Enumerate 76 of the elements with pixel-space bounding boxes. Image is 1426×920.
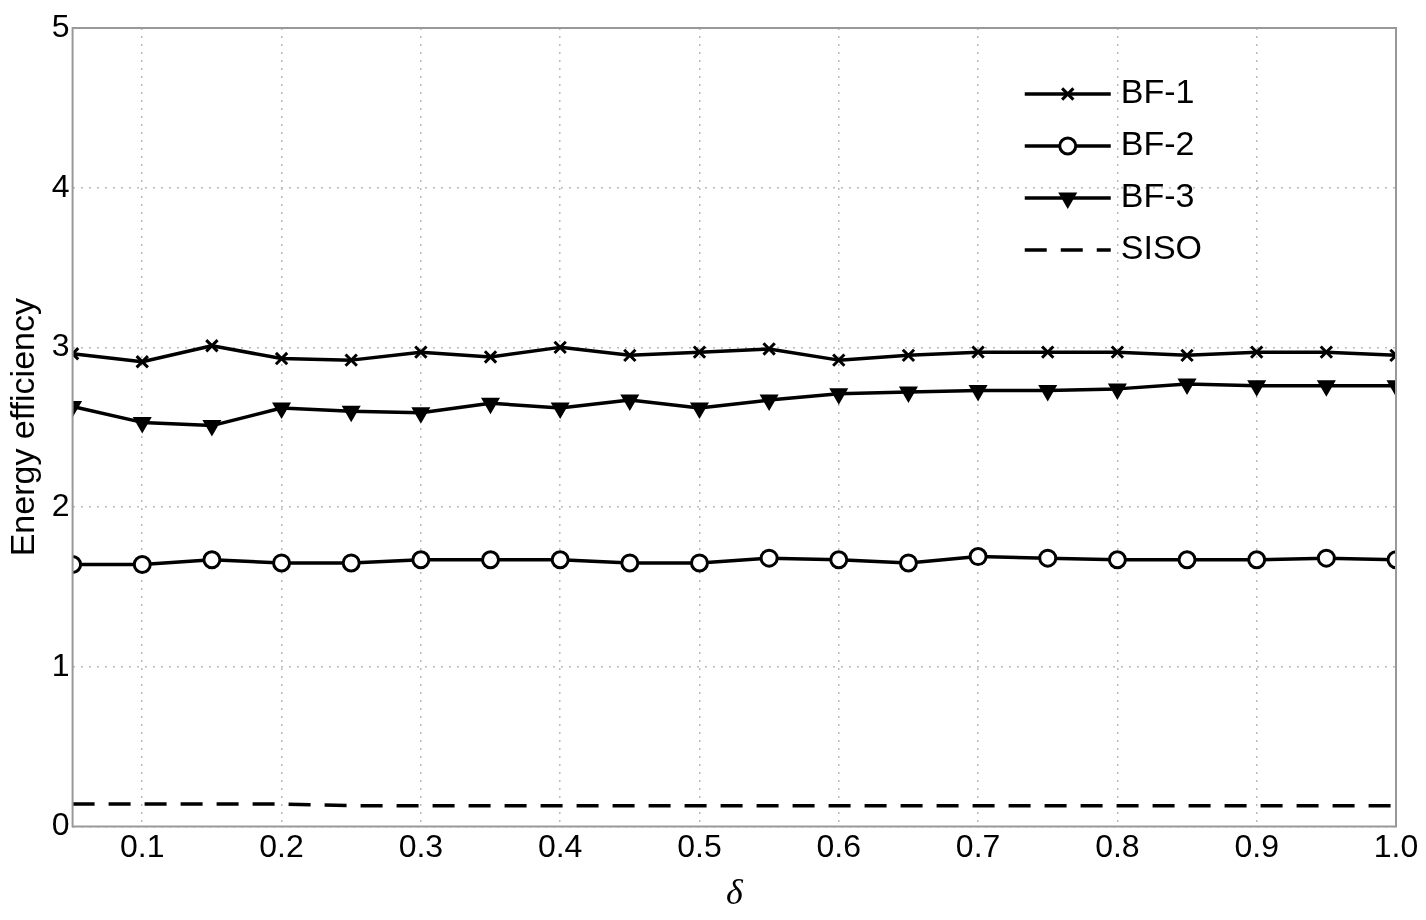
- point: [1177, 550, 1197, 570]
- point: [132, 555, 152, 575]
- point: [900, 386, 917, 402]
- point: [1316, 548, 1336, 568]
- point: [1107, 550, 1127, 570]
- y-tick-label: 0: [51, 806, 70, 843]
- point: [1040, 344, 1055, 360]
- legend-label: SISO: [1120, 228, 1202, 267]
- point: [1038, 548, 1058, 568]
- point: [831, 352, 846, 368]
- point: [1110, 344, 1125, 360]
- point: [203, 420, 221, 436]
- legend-label: BF-2: [1120, 124, 1195, 163]
- x-tick-label: 0.7: [955, 828, 1001, 865]
- point: [204, 338, 220, 353]
- point: [1178, 378, 1196, 394]
- point: [620, 553, 640, 573]
- x-tick-label: 0.1: [120, 828, 165, 865]
- point: [1247, 550, 1267, 570]
- point: [691, 402, 708, 418]
- point: [272, 553, 292, 573]
- point: [829, 550, 849, 570]
- point: [202, 550, 222, 570]
- point: [1319, 344, 1334, 360]
- point: [1039, 384, 1057, 400]
- point: [968, 547, 988, 567]
- point: [133, 416, 151, 432]
- point: [482, 397, 499, 413]
- point: [551, 402, 569, 418]
- x-tick-label: 0.4: [537, 828, 583, 865]
- point: [1249, 344, 1264, 360]
- point: [342, 405, 360, 421]
- point: [970, 344, 986, 360]
- x-tick-label: 0.8: [1095, 828, 1140, 865]
- y-tick-label: 5: [51, 7, 70, 44]
- point: [901, 348, 916, 363]
- point: [898, 553, 918, 573]
- x-tick-label: 0.3: [398, 828, 444, 865]
- point: [621, 394, 639, 410]
- point: [622, 348, 637, 363]
- point: [689, 553, 709, 573]
- point: [830, 388, 848, 404]
- point: [273, 402, 290, 418]
- y-tick-label: 4: [51, 167, 70, 204]
- point: [553, 340, 568, 355]
- point: [1248, 380, 1266, 396]
- point: [344, 352, 359, 368]
- y-tick-label: 1: [51, 646, 70, 683]
- point: [412, 407, 430, 423]
- point: [1179, 348, 1195, 363]
- y-axis-title: Energy efficiency: [2, 298, 41, 557]
- point: [1108, 383, 1126, 399]
- point: [483, 349, 498, 365]
- x-tick-label: 0.2: [259, 828, 304, 865]
- point: [550, 550, 570, 570]
- point: [759, 548, 779, 568]
- point: [1317, 380, 1335, 396]
- x-tick-label: 0.6: [816, 828, 862, 865]
- x-tick-label: 1.0: [1373, 828, 1419, 865]
- point: [411, 550, 431, 570]
- legend-label: BF-1: [1120, 72, 1195, 111]
- legend-label: BF-3: [1120, 176, 1195, 215]
- x-axis-title: δ: [725, 871, 744, 912]
- point: [341, 553, 361, 573]
- y-tick-label: 3: [51, 327, 70, 364]
- point: [135, 354, 150, 369]
- y-tick-label: 2: [51, 486, 70, 523]
- point: [969, 384, 987, 400]
- point: [481, 550, 501, 570]
- point: [760, 394, 778, 410]
- point: [692, 344, 707, 360]
- x-tick-label: 0.9: [1234, 828, 1279, 865]
- point: [413, 344, 429, 360]
- point: [274, 351, 289, 366]
- point: [761, 341, 777, 357]
- x-tick-label: 0.5: [677, 828, 722, 865]
